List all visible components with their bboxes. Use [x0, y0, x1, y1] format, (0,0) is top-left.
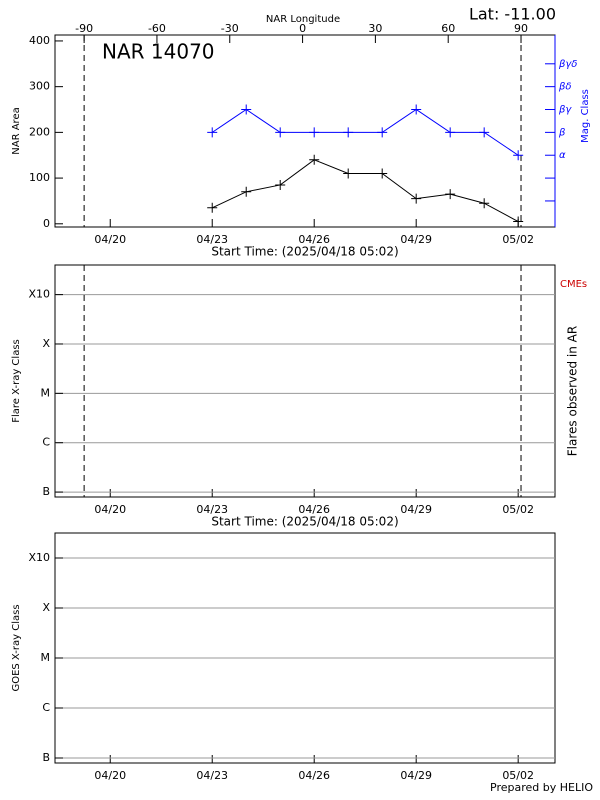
- data-point: [207, 127, 218, 138]
- data-point: [445, 189, 456, 200]
- x-tick-label: 04/20: [94, 233, 126, 246]
- y-tick-label: B: [42, 485, 50, 498]
- x-tick-label: 05/02: [502, 503, 534, 516]
- top-axis-label: NAR Longitude: [266, 14, 340, 25]
- x-tick-label: 05/02: [502, 769, 534, 782]
- y2-tick-label: β: [558, 127, 566, 138]
- plot-frame: [54, 532, 556, 764]
- y-tick-label: M: [41, 386, 51, 399]
- x-tick-label: 04/26: [298, 233, 330, 246]
- data-point: [377, 127, 388, 138]
- footer: Prepared by HELIO: [490, 781, 593, 794]
- data-point: [343, 168, 354, 179]
- x-tick-label: 04/23: [196, 503, 228, 516]
- x-tick-label: 04/29: [400, 503, 432, 516]
- y-tick-label: M: [41, 651, 51, 664]
- data-point: [309, 127, 320, 138]
- x-axis-label: Start Time: (2025/04/18 05:02): [211, 245, 398, 259]
- y2-tick-label: βδ: [558, 82, 572, 93]
- y-tick-label: 100: [29, 171, 50, 184]
- data-point: [411, 104, 422, 115]
- x2-tick-label: 0: [299, 22, 306, 35]
- y-tick-label: 300: [29, 80, 50, 93]
- y-tick-label: C: [42, 701, 50, 714]
- chart-title: NAR 14070: [102, 40, 215, 64]
- x2-tick-label: -90: [75, 22, 93, 35]
- data-point: [445, 127, 456, 138]
- y-tick-label: 400: [29, 34, 50, 47]
- y-tick-label: X: [42, 337, 50, 350]
- data-point: [275, 179, 286, 190]
- data-point: [377, 168, 388, 179]
- x-tick-label: 04/26: [298, 769, 330, 782]
- x-tick-label: 04/20: [94, 503, 126, 516]
- x-tick-label: 04/20: [94, 769, 126, 782]
- x-tick-label: 04/23: [196, 233, 228, 246]
- y-tick-label: X10: [28, 288, 50, 301]
- y-tick-label: C: [42, 436, 50, 449]
- y2-tick-label: α: [559, 150, 566, 161]
- y-axis-label: GOES X-ray Class: [11, 604, 22, 691]
- data-point: [479, 198, 490, 209]
- data-point: [513, 216, 524, 227]
- x2-tick-label: 90: [514, 22, 528, 35]
- y-tick-label: B: [42, 751, 50, 764]
- plot-frame: [54, 34, 556, 228]
- x-tick-label: 05/02: [502, 233, 534, 246]
- data-point: [241, 104, 252, 115]
- annotation: CMEs: [560, 279, 587, 290]
- x-tick-label: 04/23: [196, 769, 228, 782]
- x2-tick-label: 30: [368, 22, 382, 35]
- data-point: [513, 150, 524, 161]
- series-line: [211, 108, 519, 156]
- data-point: [479, 127, 490, 138]
- y-tick-label: X10: [28, 551, 50, 564]
- y2-axis-label: Flares observed in AR: [566, 326, 580, 456]
- data-point: [241, 186, 252, 197]
- x-axis-label: Start Time: (2025/04/18 05:02): [211, 515, 398, 529]
- x2-tick-label: -60: [148, 22, 166, 35]
- data-point: [275, 127, 286, 138]
- data-point: [343, 127, 354, 138]
- y-tick-label: 0: [43, 217, 50, 230]
- y2-tick-label: βγδ: [558, 59, 577, 70]
- y-axis-label: Flare X-ray Class: [11, 339, 22, 423]
- data-point: [411, 193, 422, 204]
- y2-axis-label: Mag. Class: [580, 89, 591, 143]
- series-line: [212, 159, 519, 222]
- x2-tick-label: -30: [221, 22, 239, 35]
- data-point: [309, 154, 320, 165]
- y-axis-label: NAR Area: [11, 107, 22, 154]
- x-tick-label: 04/29: [400, 233, 432, 246]
- y2-tick-label: βγ: [558, 105, 572, 116]
- y-tick-label: 200: [29, 125, 50, 138]
- y-tick-label: X: [42, 601, 50, 614]
- data-point: [207, 202, 218, 213]
- x2-tick-label: 60: [441, 22, 455, 35]
- x-tick-label: 04/26: [298, 503, 330, 516]
- plot-frame: [54, 264, 556, 498]
- x-tick-label: 04/29: [400, 769, 432, 782]
- subtitle: Lat: -11.00: [469, 5, 556, 24]
